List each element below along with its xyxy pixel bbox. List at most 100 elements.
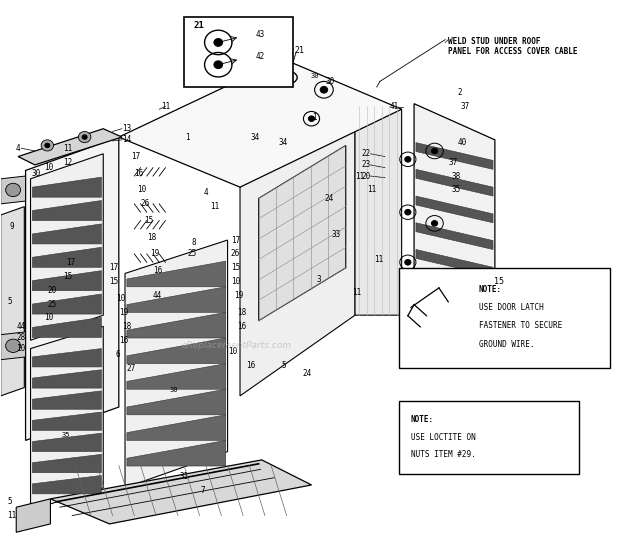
Text: 44: 44 — [153, 291, 162, 300]
Text: 11: 11 — [352, 288, 361, 297]
Text: 41: 41 — [389, 102, 399, 111]
Text: NUTS ITEM #29.: NUTS ITEM #29. — [411, 450, 476, 459]
Text: 18: 18 — [147, 233, 156, 242]
Polygon shape — [414, 104, 495, 357]
Circle shape — [320, 86, 328, 93]
Text: 22: 22 — [361, 149, 371, 158]
Polygon shape — [127, 364, 226, 389]
Text: 1: 1 — [312, 113, 317, 122]
Circle shape — [41, 140, 54, 151]
Text: 11: 11 — [63, 144, 72, 153]
Text: 15: 15 — [493, 277, 503, 286]
Polygon shape — [127, 440, 226, 466]
Text: 11: 11 — [161, 102, 170, 111]
Polygon shape — [16, 499, 50, 532]
Text: 11: 11 — [7, 511, 16, 520]
Text: 15: 15 — [63, 272, 72, 281]
Text: 37: 37 — [460, 102, 470, 111]
Polygon shape — [416, 276, 493, 303]
Text: GROUND WIRE.: GROUND WIRE. — [479, 340, 535, 349]
Circle shape — [82, 135, 87, 140]
Bar — [399, 401, 579, 474]
Text: 28: 28 — [16, 333, 26, 342]
Text: 33: 33 — [331, 230, 341, 239]
Circle shape — [78, 132, 91, 143]
Text: 16: 16 — [119, 336, 128, 345]
Text: 17: 17 — [110, 263, 119, 272]
Polygon shape — [127, 261, 226, 287]
Text: 8: 8 — [192, 238, 196, 247]
Circle shape — [214, 39, 222, 46]
Text: 15: 15 — [110, 277, 119, 286]
Text: 18: 18 — [122, 322, 131, 331]
Text: 26: 26 — [231, 249, 240, 258]
Text: 16: 16 — [153, 266, 162, 275]
Circle shape — [45, 143, 50, 148]
Text: 14: 14 — [122, 136, 131, 145]
Circle shape — [432, 220, 438, 226]
Polygon shape — [32, 247, 102, 267]
Polygon shape — [416, 143, 493, 169]
Circle shape — [214, 61, 222, 69]
Circle shape — [405, 209, 411, 215]
Polygon shape — [355, 107, 402, 315]
Text: 20: 20 — [361, 171, 371, 181]
Polygon shape — [32, 349, 102, 367]
Circle shape — [405, 157, 411, 162]
Text: 21: 21 — [294, 46, 304, 55]
Polygon shape — [416, 249, 493, 276]
Text: NOTE:: NOTE: — [479, 285, 502, 294]
Text: 16: 16 — [237, 322, 246, 331]
Text: 27: 27 — [126, 364, 136, 373]
Text: 11: 11 — [211, 202, 220, 211]
Text: 37: 37 — [449, 157, 457, 167]
Text: 10: 10 — [44, 163, 54, 172]
Text: 17: 17 — [231, 235, 240, 244]
Polygon shape — [127, 415, 226, 440]
Text: 15: 15 — [144, 216, 153, 225]
Bar — [184, 17, 293, 87]
Polygon shape — [32, 318, 102, 338]
Text: 16: 16 — [135, 169, 143, 178]
Polygon shape — [127, 312, 226, 338]
Circle shape — [280, 74, 289, 81]
Polygon shape — [416, 330, 493, 357]
Text: 11: 11 — [368, 185, 377, 194]
Polygon shape — [32, 177, 102, 197]
Text: 17: 17 — [131, 152, 140, 161]
Text: 26: 26 — [141, 199, 150, 208]
Text: 30: 30 — [310, 73, 319, 79]
Text: 30: 30 — [326, 77, 335, 86]
Polygon shape — [32, 370, 102, 388]
Text: 35: 35 — [62, 432, 70, 438]
Polygon shape — [125, 240, 227, 488]
Text: 42: 42 — [255, 52, 265, 61]
Text: 5: 5 — [281, 361, 286, 370]
Polygon shape — [32, 271, 102, 291]
Text: WELD STUD UNDER ROOF
PANEL FOR ACCESS COVER CABLE: WELD STUD UNDER ROOF PANEL FOR ACCESS CO… — [449, 37, 578, 56]
Text: 1: 1 — [185, 133, 189, 142]
Polygon shape — [32, 412, 102, 430]
Text: 7: 7 — [201, 486, 205, 495]
Text: 18: 18 — [237, 308, 246, 317]
Polygon shape — [32, 224, 102, 244]
Text: 9: 9 — [10, 222, 14, 230]
Polygon shape — [416, 169, 493, 196]
Text: 11: 11 — [374, 255, 383, 264]
Text: 10: 10 — [116, 294, 125, 303]
Polygon shape — [18, 129, 122, 165]
Text: 19: 19 — [150, 249, 159, 258]
Text: 17: 17 — [66, 258, 75, 267]
Text: 5: 5 — [7, 497, 12, 506]
Text: 20: 20 — [47, 286, 57, 295]
Text: 31: 31 — [179, 472, 189, 481]
Text: USE LOCTITE ON: USE LOCTITE ON — [411, 432, 476, 441]
Text: FASTENER TO SECURE: FASTENER TO SECURE — [479, 321, 562, 330]
Text: 30: 30 — [32, 169, 41, 178]
Polygon shape — [240, 107, 355, 396]
Text: NOTE:: NOTE: — [411, 415, 434, 424]
Text: 4: 4 — [16, 144, 21, 153]
Polygon shape — [1, 206, 24, 396]
Text: 15: 15 — [231, 263, 240, 272]
Text: 25: 25 — [47, 300, 57, 309]
